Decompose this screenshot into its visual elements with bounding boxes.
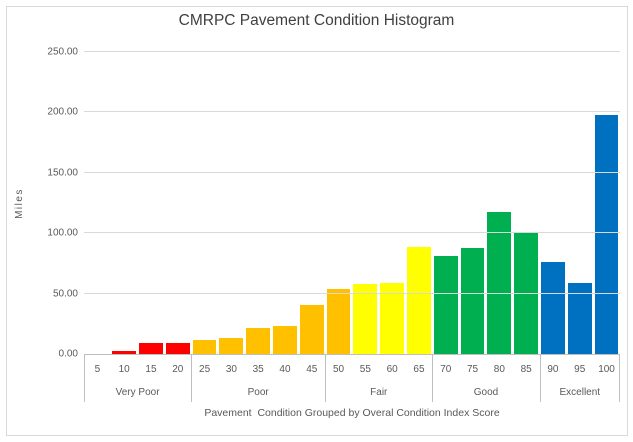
x-tick-label: 95 [574,363,586,375]
bar-slot [352,52,379,354]
chart-frame [6,6,628,436]
bar-65 [407,246,431,354]
group-label: Excellent [559,386,601,398]
y-tick-label: 50.00 [52,288,78,300]
group-label: Very Poor [115,386,160,398]
bar-100 [594,115,619,354]
x-tick-label: 70 [440,363,452,375]
x-tick-label: 75 [466,363,479,375]
x-tick-label: 30 [225,363,237,375]
bar-15 [139,342,163,354]
x-tick-label: 35 [252,363,264,375]
group-label: Good [473,386,499,398]
bar-slot [191,52,218,354]
bar-20 [165,342,190,354]
bar-80 [487,212,512,354]
bar-slot [406,52,433,354]
bar-slot [566,52,593,354]
y-tick-label: 150.00 [47,167,78,179]
chart-title: CMRPC Pavement Condition Histogram [178,12,455,29]
bar-slot [164,52,191,354]
bar-slot [486,52,513,354]
x-tick-label: 65 [413,363,425,375]
bar-slot [379,52,406,354]
bar-slot [84,52,111,354]
bars-container [84,52,620,354]
bar-25 [192,340,217,354]
group-label: Poor [247,386,269,398]
bar-55 [353,283,378,354]
x-tick-label: 45 [306,363,318,375]
bar-slot [272,52,299,354]
bar-slot [111,52,138,354]
x-tick-label: 5 [94,363,101,375]
bar-slot [138,52,165,354]
bar-95 [567,282,592,354]
bar-50 [326,289,351,354]
gridline [84,292,620,294]
x-tick-label: 50 [333,363,345,375]
bar-slot [432,52,459,354]
bar-30 [219,338,244,354]
x-tick-label: 80 [493,363,505,375]
group-label: Fair [370,386,388,398]
x-tick-label: 15 [145,363,157,375]
bar-75 [460,248,485,354]
x-axis-tick-labels: 5 10 15 20 25 30 35 40 45 50 55 60 65 70 75 80 85 90 95 100 [84,357,620,381]
bar-slot [459,52,486,354]
bar-35 [246,328,271,354]
x-tick-label: 90 [547,363,559,375]
bar-slot [245,52,272,354]
x-tick-label: 40 [279,363,291,375]
y-tick-label: 200.00 [47,106,78,118]
bar-slot [298,52,325,354]
y-tick-label: 100.00 [47,227,78,239]
bar-60 [380,282,405,354]
bar-40 [273,325,297,354]
gridline [84,171,620,173]
bar-70 [433,255,458,354]
bar-slot [513,52,540,354]
bar-10 [112,351,137,354]
bar-slot [540,52,567,354]
x-tick-label: 25 [199,363,211,375]
gridline [84,111,620,113]
gridline [84,51,620,52]
x-axis-line [84,354,620,355]
bar-45 [299,304,324,354]
y-tick-label: 250.00 [47,46,78,58]
bar-slot [218,52,245,354]
x-axis-group-labels: Very Poor Poor Fair Good Excellent [84,382,620,402]
x-tick-label: 85 [520,363,532,375]
y-axis-tick-labels: 0.00 50.00 100.00 150.00 200.00 250.00 [0,47,78,360]
x-axis-title: Pavement Condition Grouped by Overal Con… [204,407,500,419]
bar-slot [593,52,620,354]
x-tick-label: 10 [118,363,130,375]
gridline [84,232,620,234]
x-tick-label: 20 [172,363,184,375]
x-tick-label: 55 [359,363,371,375]
plot-area [84,51,620,355]
x-tick-label: 100 [598,363,615,375]
y-tick-label: 0.00 [58,348,78,360]
x-tick-label: 60 [386,363,398,375]
bar-90 [541,261,565,354]
bar-slot [325,52,352,354]
